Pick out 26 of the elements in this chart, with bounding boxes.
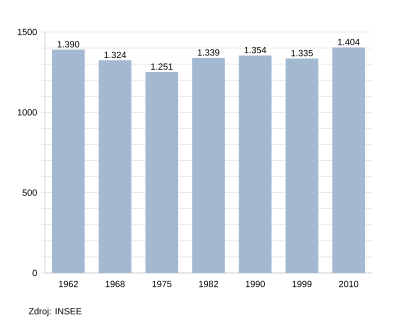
data-label: 1.335 — [291, 50, 313, 56]
bar — [98, 60, 132, 273]
data-label: 1.251 — [151, 63, 173, 70]
data-label: 1.390 — [58, 41, 80, 48]
bar — [332, 47, 365, 273]
bar — [192, 58, 225, 273]
x-tick-label: 1968 — [106, 280, 125, 288]
bar — [52, 50, 85, 273]
x-tick-label: 2010 — [339, 280, 358, 288]
y-tick-label: 1000 — [18, 109, 37, 116]
x-tick-label: 1999 — [292, 280, 312, 288]
bar — [286, 58, 318, 273]
y-tick-label: 1500 — [18, 28, 37, 36]
bar — [238, 55, 272, 273]
bar — [145, 72, 178, 273]
x-tick-label: 1975 — [152, 280, 172, 288]
data-label: 1.324 — [104, 52, 126, 58]
data-label: 1.354 — [244, 46, 266, 54]
x-tick-label: 1982 — [199, 280, 218, 288]
data-label: 1.404 — [338, 38, 360, 46]
x-tick-label: 1962 — [59, 280, 78, 288]
y-tick-label: 500 — [22, 189, 37, 196]
x-tick-label: 1990 — [246, 280, 265, 288]
y-tick-label: 0 — [32, 270, 37, 276]
text: Zdroj: INSEE — [28, 308, 82, 316]
data-label: 1.339 — [198, 49, 220, 56]
